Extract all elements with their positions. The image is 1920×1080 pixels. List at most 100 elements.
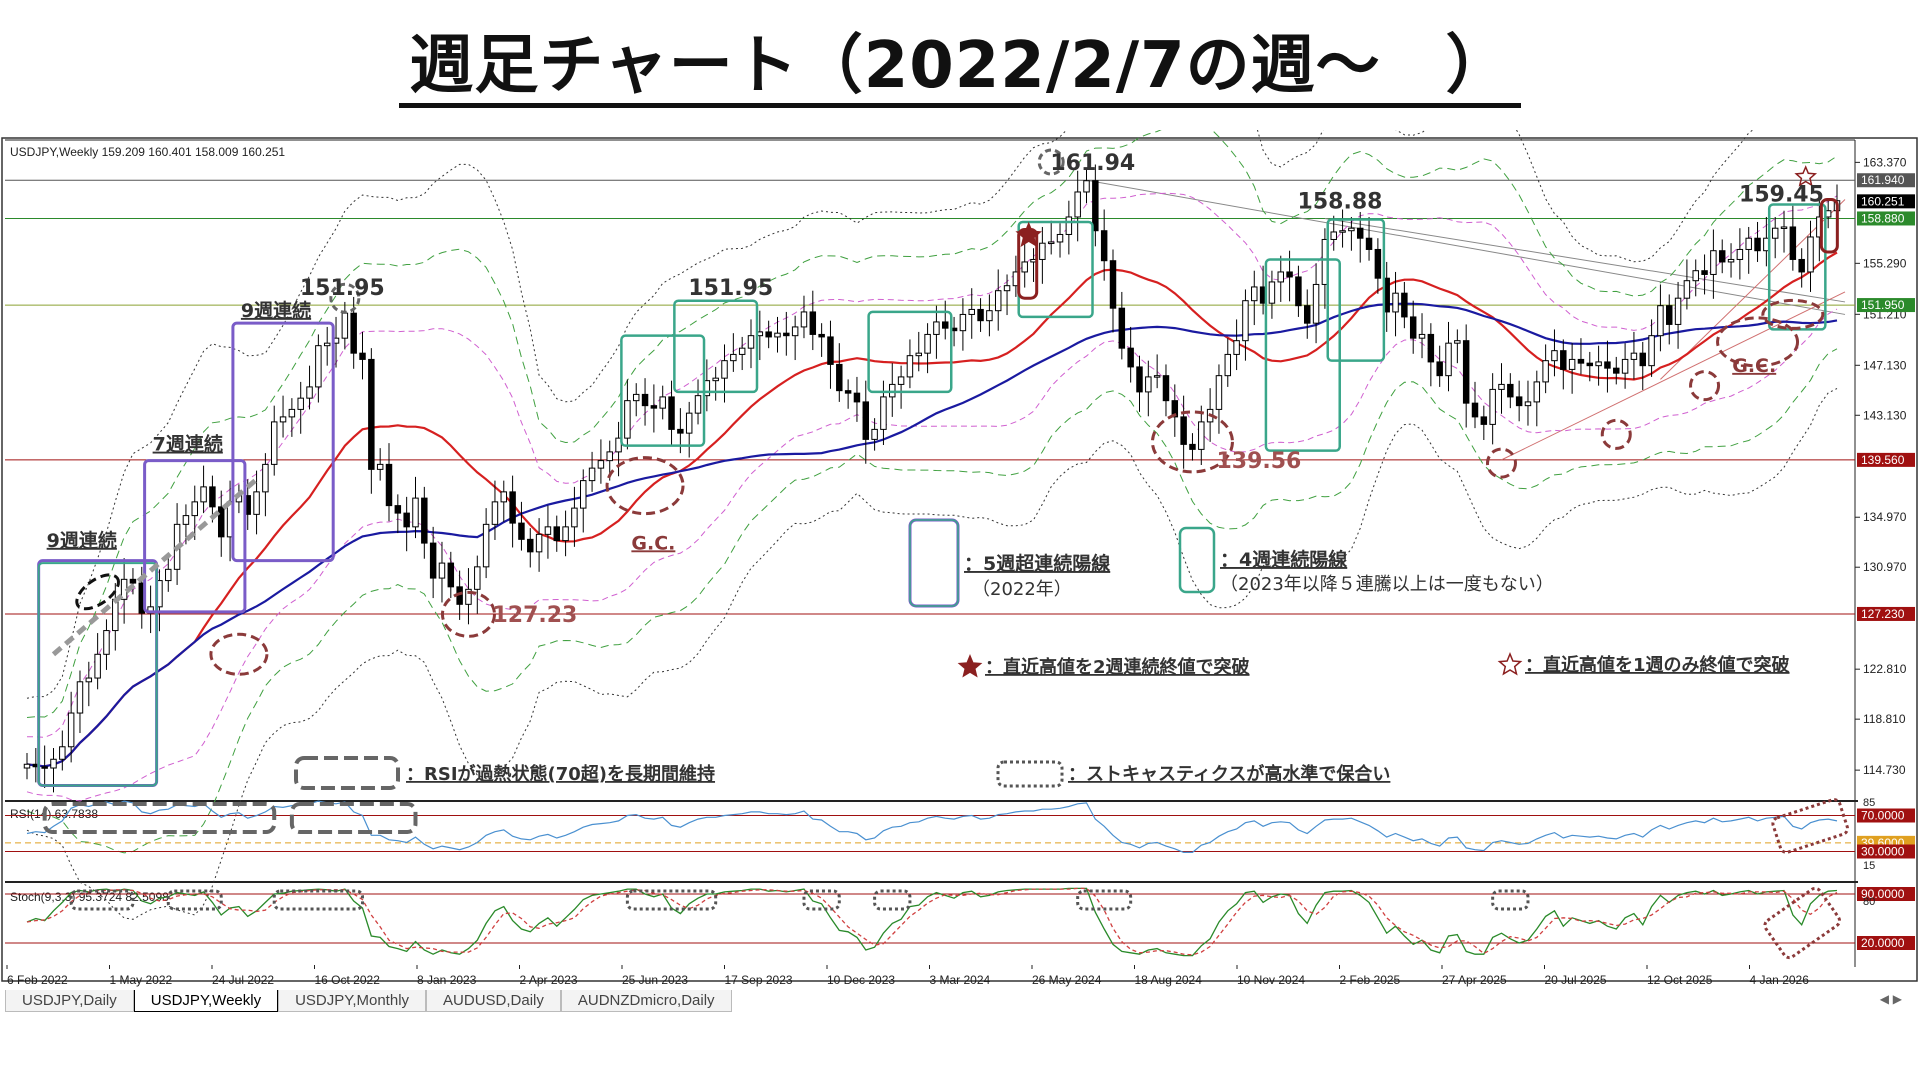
- candle-body: [1427, 333, 1435, 363]
- level-price-label-bg: [1857, 173, 1915, 188]
- candle-body: [1462, 340, 1470, 404]
- annotation-circle: [440, 590, 496, 638]
- trend-line-red: [1501, 291, 1846, 461]
- candle-body: [1365, 237, 1373, 250]
- candle-body: [650, 405, 658, 409]
- candle-body: [968, 308, 975, 315]
- candle-body: [1330, 231, 1337, 240]
- candle-body: [747, 335, 755, 349]
- candle-body: [1798, 258, 1805, 273]
- trough-label: 127.23: [492, 603, 577, 628]
- candle-body: [1489, 388, 1496, 425]
- stoch-plateau-box: [69, 889, 135, 911]
- candle-body: [1551, 350, 1558, 362]
- tab-audnzdmicro-daily[interactable]: AUDNZDmicro,Daily: [560, 990, 732, 1012]
- legend-purple-box: [908, 518, 960, 608]
- y-tick-label: 118.810: [1863, 712, 1906, 726]
- candle-body: [1277, 271, 1284, 283]
- x-tick-label: 12 Oct 2025: [1647, 973, 1713, 987]
- candle-body: [474, 566, 481, 590]
- candle-body: [1304, 305, 1311, 324]
- candle-body: [1268, 281, 1276, 304]
- level-price-label-bg: [1857, 194, 1915, 209]
- candle-body: [279, 416, 287, 423]
- annotation-circle: [1600, 418, 1632, 450]
- candle-body: [562, 526, 569, 542]
- x-tick-label: 10 Dec 2023: [827, 973, 895, 987]
- legend-filled-star-icon: [957, 654, 983, 678]
- level-price-label: 161.940: [1861, 173, 1905, 187]
- candle-body: [253, 491, 260, 515]
- candle-body: [818, 333, 825, 338]
- candle-body: [1162, 375, 1170, 402]
- candle-body: [1153, 375, 1161, 378]
- candle-body: [535, 533, 543, 553]
- candle-body: [191, 501, 198, 517]
- stoch-tick-label: 90.0000: [1861, 887, 1905, 901]
- candle-body: [1657, 305, 1664, 337]
- candle-body: [1065, 216, 1073, 235]
- candle-body: [103, 630, 110, 655]
- candle-body: [1233, 340, 1240, 355]
- tab-scroll-arrows[interactable]: ◀ ▶: [1879, 992, 1902, 1006]
- streak-label: 7週連続: [153, 433, 223, 456]
- band-lower-3: [26, 388, 1838, 920]
- candle-body: [1480, 416, 1488, 425]
- peak-label: 161.94: [1050, 151, 1135, 176]
- candle-body: [465, 588, 472, 605]
- annotation-circle: [1485, 447, 1517, 479]
- streak-box: [1264, 258, 1341, 452]
- candle-body: [1224, 353, 1232, 377]
- candle-body: [1507, 383, 1514, 398]
- x-tick-label: 17 Sep 2023: [725, 973, 793, 987]
- candle-body: [1401, 292, 1408, 318]
- candle-body: [1418, 333, 1426, 339]
- rsi-recent-box: [1771, 798, 1849, 854]
- candle-body: [862, 401, 870, 440]
- annotation-circle: [1716, 316, 1800, 368]
- x-tick-label: 10 Nov 2024: [1237, 973, 1305, 987]
- candle-body: [262, 463, 269, 493]
- y-tick-label: 134.970: [1863, 510, 1907, 524]
- candle-body: [1542, 360, 1549, 383]
- candle-body: [1666, 305, 1673, 325]
- candle-body: [1586, 362, 1594, 367]
- x-tick-label: 27 Apr 2025: [1442, 973, 1507, 987]
- rsi-hot-circle: [75, 573, 120, 611]
- candle-body: [1074, 191, 1081, 218]
- stoch-tick-bg: [1857, 936, 1915, 950]
- legend-gray-dashed-box: [294, 756, 400, 790]
- tab-usdjpy-weekly[interactable]: USDJPY,Weekly: [133, 990, 279, 1012]
- candle-body: [1189, 443, 1196, 450]
- candle-body: [1471, 402, 1479, 418]
- candle-body: [438, 562, 446, 579]
- chart-tabs: USDJPY,Daily USDJPY,Weekly USDJPY,Monthly A…: [5, 990, 732, 1012]
- candle-body: [1286, 271, 1293, 278]
- candle-body: [200, 486, 207, 503]
- level-price-label: 151.950: [1861, 298, 1905, 312]
- candle-body: [809, 311, 817, 335]
- y-tick-label: 147.130: [1863, 358, 1907, 372]
- legend-gray-dotted-text: ：ストキャスティクスが高水準で保合い: [1068, 763, 1390, 785]
- tab-audusd-daily[interactable]: AUDUSD,Daily: [426, 990, 561, 1012]
- candle-body: [783, 332, 790, 337]
- candle-body: [315, 345, 322, 388]
- candle-body: [800, 311, 808, 328]
- annotation-circle: [1150, 410, 1234, 474]
- x-tick-label: 25 Jun 2023: [622, 973, 688, 987]
- tab-usdjpy-monthly[interactable]: USDJPY,Monthly: [278, 990, 427, 1012]
- tab-usdjpy-daily[interactable]: USDJPY,Daily: [5, 990, 134, 1012]
- candle-body: [844, 390, 852, 394]
- candle-body: [1056, 233, 1064, 243]
- stoch-signal-line: [26, 887, 1838, 956]
- annotation-circle: [1037, 148, 1065, 176]
- rsi-tick-bg: [1857, 808, 1915, 823]
- candle-body: [500, 491, 508, 503]
- candle-body: [880, 396, 887, 430]
- candle-body: [1674, 297, 1682, 325]
- stoch-plateau-box: [625, 889, 718, 911]
- candle-body: [394, 505, 402, 514]
- rsi-tick-label: 70.0000: [1861, 809, 1905, 823]
- candle-body: [482, 523, 490, 568]
- level-price-label-bg: [1857, 211, 1915, 226]
